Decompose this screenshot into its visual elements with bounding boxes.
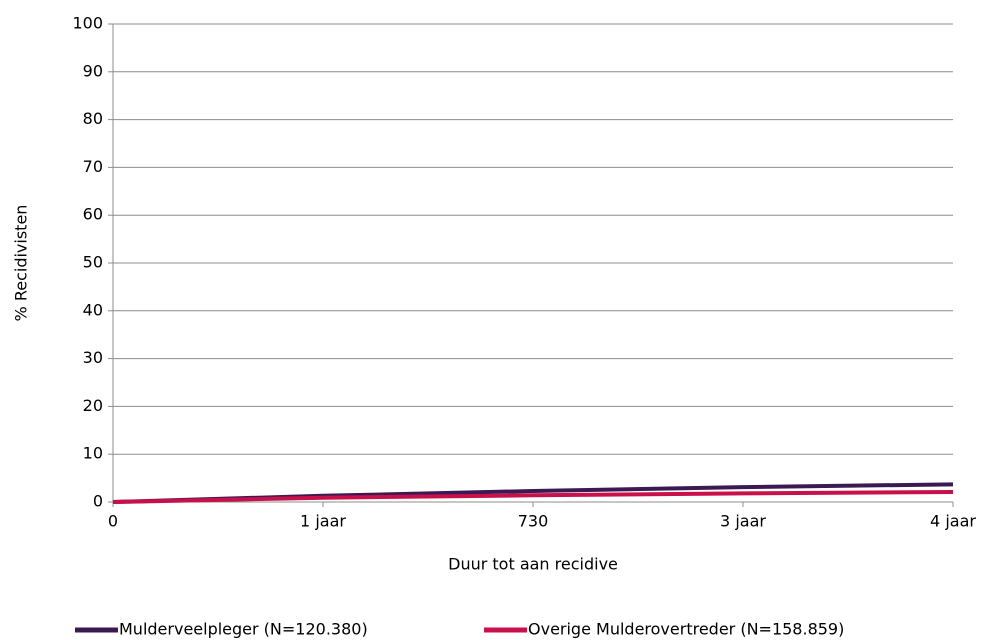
- x-tick-label: 0: [108, 512, 118, 531]
- x-axis-label: Duur tot aan recidive: [448, 555, 618, 574]
- legend-label: Mulderveelpleger (N=120.380): [119, 620, 368, 639]
- x-tick-label: 730: [518, 512, 549, 531]
- x-tick-label: 4 jaar: [930, 512, 976, 531]
- y-tick-label: 90: [83, 61, 103, 80]
- y-tick-label: 10: [83, 444, 103, 463]
- y-tick-label: 80: [83, 109, 103, 128]
- y-tick-label: 70: [83, 157, 103, 176]
- series-line: [112, 489, 954, 504]
- y-axis-label: % Recidivisten: [12, 205, 31, 322]
- y-tick-label: 60: [83, 205, 103, 224]
- y-tick-label: 20: [83, 396, 103, 415]
- y-tick-label: 40: [83, 300, 103, 319]
- legend-label: Overige Mulderovertreder (N=158.859): [528, 620, 844, 639]
- y-tick-label: 30: [83, 348, 103, 367]
- y-tick-label: 100: [72, 14, 103, 33]
- x-tick-label: 3 jaar: [720, 512, 766, 531]
- y-tick-label: 0: [93, 492, 103, 511]
- x-tick-label: 1 jaar: [300, 512, 346, 531]
- y-tick-label: 50: [83, 253, 103, 272]
